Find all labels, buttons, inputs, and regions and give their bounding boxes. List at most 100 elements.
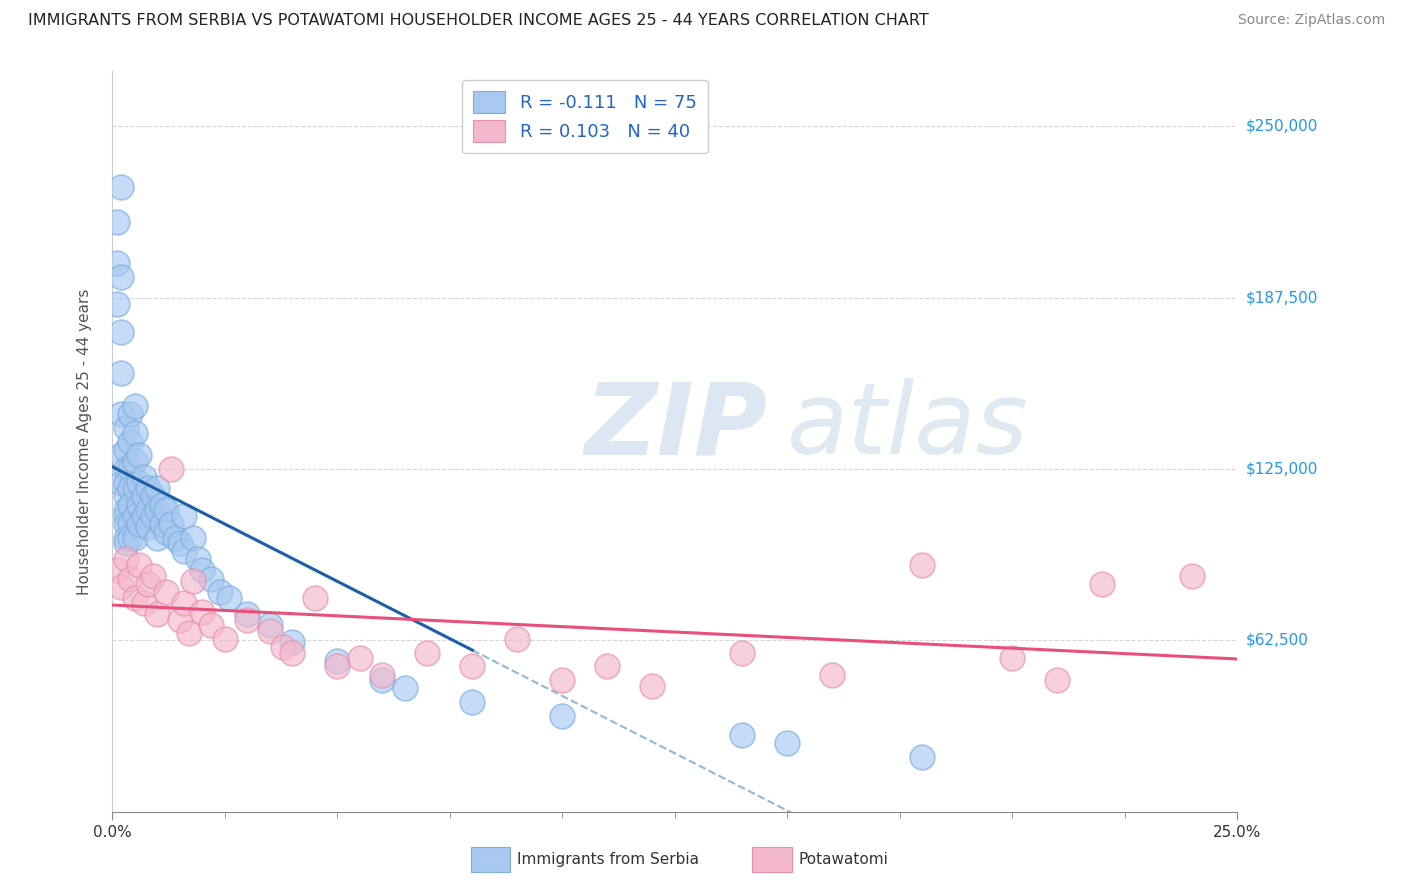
Point [142, 569, 165, 583]
Point [124, 426, 146, 441]
Point [128, 475, 150, 490]
Point [120, 531, 142, 545]
Text: $125,000: $125,000 [1246, 461, 1317, 476]
Point [142, 489, 165, 503]
Point [115, 421, 138, 435]
Point [138, 577, 160, 591]
Point [132, 596, 155, 610]
Point [1091, 577, 1114, 591]
Point [551, 673, 574, 687]
Point [155, 524, 177, 539]
Point [146, 503, 169, 517]
Point [120, 572, 142, 586]
Point [115, 516, 138, 531]
Point [200, 618, 222, 632]
Point [236, 607, 259, 622]
Point [105, 563, 128, 577]
Point [821, 667, 844, 681]
Point [146, 481, 169, 495]
Point [155, 503, 177, 517]
Point [187, 552, 209, 566]
Point [120, 481, 142, 495]
Point [169, 613, 191, 627]
Point [273, 640, 295, 655]
Point [461, 695, 484, 709]
Point [124, 399, 146, 413]
Point [160, 462, 183, 476]
Point [146, 531, 169, 545]
Point [115, 442, 138, 457]
Point [124, 454, 146, 468]
Text: Immigrants from Serbia: Immigrants from Serbia [517, 853, 699, 867]
Point [105, 215, 128, 229]
Text: IMMIGRANTS FROM SERBIA VS POTAWATOMI HOUSEHOLDER INCOME AGES 25 - 44 YEARS CORRE: IMMIGRANTS FROM SERBIA VS POTAWATOMI HOU… [28, 13, 929, 29]
Point [115, 503, 138, 517]
Point [209, 585, 232, 599]
Point [911, 750, 934, 764]
Point [371, 667, 394, 681]
Point [506, 632, 529, 646]
Point [115, 489, 138, 503]
Point [200, 572, 222, 586]
Point [1046, 673, 1069, 687]
Point [281, 646, 304, 660]
Point [110, 179, 132, 194]
Point [128, 448, 150, 462]
Point [120, 407, 142, 421]
Point [326, 654, 349, 668]
Text: Source: ZipAtlas.com: Source: ZipAtlas.com [1237, 13, 1385, 28]
Point [138, 481, 160, 495]
Point [173, 508, 195, 523]
Point [349, 651, 371, 665]
Point [416, 646, 439, 660]
Point [110, 366, 132, 380]
Point [304, 591, 326, 605]
Point [110, 580, 132, 594]
Point [110, 448, 132, 462]
Point [146, 607, 169, 622]
Point [124, 508, 146, 523]
Point [120, 462, 142, 476]
Point [183, 574, 205, 589]
Point [1001, 651, 1024, 665]
Point [124, 481, 146, 495]
Text: $187,500: $187,500 [1246, 290, 1317, 305]
Point [326, 659, 349, 673]
Point [138, 519, 160, 533]
Point [120, 516, 142, 531]
Point [371, 673, 394, 687]
Point [596, 659, 619, 673]
Point [105, 297, 128, 311]
Point [120, 498, 142, 512]
Point [236, 613, 259, 627]
Point [191, 563, 214, 577]
Point [132, 489, 155, 503]
Point [641, 679, 664, 693]
Point [169, 536, 191, 550]
Text: $250,000: $250,000 [1246, 119, 1317, 134]
Point [150, 498, 173, 512]
Point [115, 552, 138, 566]
Point [115, 508, 138, 523]
Point [1181, 569, 1204, 583]
Point [142, 508, 165, 523]
Y-axis label: Householder Income Ages 25 - 44 years: Householder Income Ages 25 - 44 years [77, 288, 91, 595]
Point [259, 618, 281, 632]
Point [138, 503, 160, 517]
Point [132, 470, 155, 484]
Point [105, 256, 128, 270]
Point [259, 624, 281, 638]
Point [191, 605, 214, 619]
Text: ZIP: ZIP [585, 378, 768, 475]
Point [183, 531, 205, 545]
Text: Potawatomi: Potawatomi [799, 853, 889, 867]
Text: atlas: atlas [787, 378, 1029, 475]
Point [214, 632, 236, 646]
Point [115, 475, 138, 490]
Point [120, 434, 142, 449]
Point [776, 736, 799, 750]
Point [281, 634, 304, 648]
Point [128, 558, 150, 572]
Point [115, 531, 138, 545]
Legend: R = -0.111   N = 75, R = 0.103   N = 40: R = -0.111 N = 75, R = 0.103 N = 40 [463, 80, 707, 153]
